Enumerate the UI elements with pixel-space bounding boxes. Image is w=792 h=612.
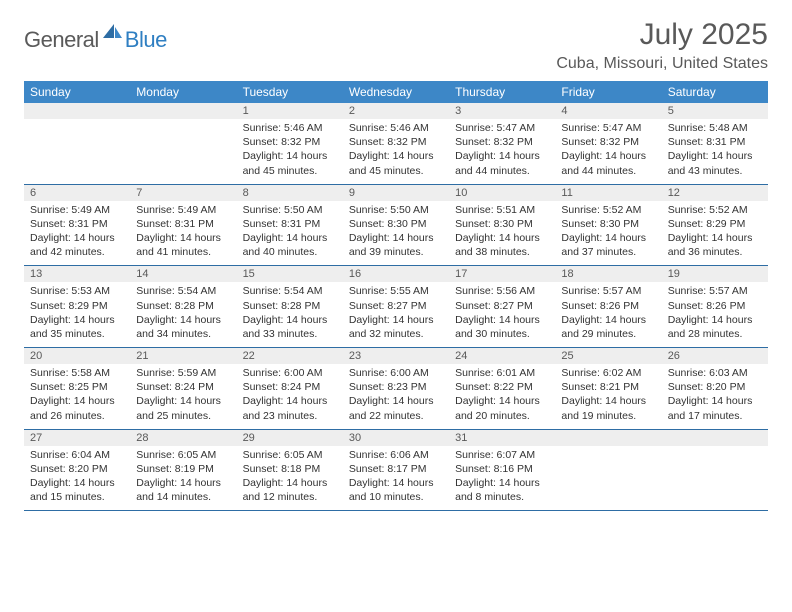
- title-block: July 2025 Cuba, Missouri, United States: [556, 18, 768, 73]
- dow-header: Monday: [130, 81, 236, 103]
- day-cell: Sunrise: 5:57 AMSunset: 8:26 PMDaylight:…: [662, 282, 768, 347]
- daynum-row: 6789101112: [24, 184, 768, 201]
- header: General Blue July 2025 Cuba, Missouri, U…: [24, 18, 768, 73]
- day-cell: Sunrise: 6:01 AMSunset: 8:22 PMDaylight:…: [449, 364, 555, 429]
- day-cell: Sunrise: 5:50 AMSunset: 8:31 PMDaylight:…: [237, 201, 343, 266]
- day-number: [662, 429, 768, 446]
- dow-header: Wednesday: [343, 81, 449, 103]
- day-number: [130, 103, 236, 119]
- logo: General Blue: [24, 24, 167, 55]
- day-number: 13: [24, 266, 130, 283]
- location-subtitle: Cuba, Missouri, United States: [556, 55, 768, 73]
- day-cell: [24, 119, 130, 184]
- day-number: 19: [662, 266, 768, 283]
- day-cell: Sunrise: 5:54 AMSunset: 8:28 PMDaylight:…: [130, 282, 236, 347]
- detail-row: Sunrise: 6:04 AMSunset: 8:20 PMDaylight:…: [24, 446, 768, 511]
- dow-header: Sunday: [24, 81, 130, 103]
- dow-header: Tuesday: [237, 81, 343, 103]
- day-cell: Sunrise: 5:52 AMSunset: 8:29 PMDaylight:…: [662, 201, 768, 266]
- day-cell: Sunrise: 6:06 AMSunset: 8:17 PMDaylight:…: [343, 446, 449, 511]
- day-number: 2: [343, 103, 449, 119]
- day-number: 9: [343, 184, 449, 201]
- day-cell: Sunrise: 5:53 AMSunset: 8:29 PMDaylight:…: [24, 282, 130, 347]
- day-cell: Sunrise: 5:48 AMSunset: 8:31 PMDaylight:…: [662, 119, 768, 184]
- dow-header: Friday: [555, 81, 661, 103]
- day-cell: Sunrise: 5:49 AMSunset: 8:31 PMDaylight:…: [130, 201, 236, 266]
- day-cell: Sunrise: 5:59 AMSunset: 8:24 PMDaylight:…: [130, 364, 236, 429]
- day-number: [24, 103, 130, 119]
- day-cell: Sunrise: 6:05 AMSunset: 8:18 PMDaylight:…: [237, 446, 343, 511]
- logo-text-1: General: [24, 27, 99, 53]
- day-cell: Sunrise: 6:05 AMSunset: 8:19 PMDaylight:…: [130, 446, 236, 511]
- day-number: 18: [555, 266, 661, 283]
- day-number: 28: [130, 429, 236, 446]
- day-number: 21: [130, 348, 236, 365]
- day-number: 25: [555, 348, 661, 365]
- day-number: 22: [237, 348, 343, 365]
- day-number: 14: [130, 266, 236, 283]
- day-number: 3: [449, 103, 555, 119]
- day-number: 23: [343, 348, 449, 365]
- daynum-row: 12345: [24, 103, 768, 119]
- day-cell: Sunrise: 5:47 AMSunset: 8:32 PMDaylight:…: [449, 119, 555, 184]
- day-cell: Sunrise: 6:00 AMSunset: 8:23 PMDaylight:…: [343, 364, 449, 429]
- dow-header: Saturday: [662, 81, 768, 103]
- day-cell: Sunrise: 6:00 AMSunset: 8:24 PMDaylight:…: [237, 364, 343, 429]
- day-cell: Sunrise: 6:04 AMSunset: 8:20 PMDaylight:…: [24, 446, 130, 511]
- logo-text-2: Blue: [125, 27, 167, 53]
- day-cell: Sunrise: 5:52 AMSunset: 8:30 PMDaylight:…: [555, 201, 661, 266]
- day-cell: Sunrise: 5:50 AMSunset: 8:30 PMDaylight:…: [343, 201, 449, 266]
- day-number: 6: [24, 184, 130, 201]
- day-cell: Sunrise: 5:46 AMSunset: 8:32 PMDaylight:…: [237, 119, 343, 184]
- day-cell: Sunrise: 6:07 AMSunset: 8:16 PMDaylight:…: [449, 446, 555, 511]
- day-number: 10: [449, 184, 555, 201]
- day-cell: Sunrise: 5:56 AMSunset: 8:27 PMDaylight:…: [449, 282, 555, 347]
- day-number: 29: [237, 429, 343, 446]
- day-number: 8: [237, 184, 343, 201]
- day-number: 27: [24, 429, 130, 446]
- day-number: 17: [449, 266, 555, 283]
- day-cell: Sunrise: 6:03 AMSunset: 8:20 PMDaylight:…: [662, 364, 768, 429]
- day-number: 24: [449, 348, 555, 365]
- calendar-table: SundayMondayTuesdayWednesdayThursdayFrid…: [24, 81, 768, 511]
- day-cell: Sunrise: 5:46 AMSunset: 8:32 PMDaylight:…: [343, 119, 449, 184]
- day-cell: [662, 446, 768, 511]
- day-number: [555, 429, 661, 446]
- day-number: 26: [662, 348, 768, 365]
- dow-header: Thursday: [449, 81, 555, 103]
- detail-row: Sunrise: 5:46 AMSunset: 8:32 PMDaylight:…: [24, 119, 768, 184]
- day-number: 4: [555, 103, 661, 119]
- day-cell: Sunrise: 5:58 AMSunset: 8:25 PMDaylight:…: [24, 364, 130, 429]
- daynum-row: 13141516171819: [24, 266, 768, 283]
- daynum-row: 2728293031: [24, 429, 768, 446]
- day-number: 11: [555, 184, 661, 201]
- detail-row: Sunrise: 5:58 AMSunset: 8:25 PMDaylight:…: [24, 364, 768, 429]
- day-cell: Sunrise: 5:51 AMSunset: 8:30 PMDaylight:…: [449, 201, 555, 266]
- day-cell: Sunrise: 5:54 AMSunset: 8:28 PMDaylight:…: [237, 282, 343, 347]
- day-number: 15: [237, 266, 343, 283]
- day-number: 31: [449, 429, 555, 446]
- day-number: 30: [343, 429, 449, 446]
- page-title: July 2025: [556, 18, 768, 51]
- day-number: 7: [130, 184, 236, 201]
- day-number: 5: [662, 103, 768, 119]
- dow-row: SundayMondayTuesdayWednesdayThursdayFrid…: [24, 81, 768, 103]
- day-cell: Sunrise: 5:57 AMSunset: 8:26 PMDaylight:…: [555, 282, 661, 347]
- day-number: 20: [24, 348, 130, 365]
- sail-icon: [103, 24, 123, 45]
- day-cell: Sunrise: 6:02 AMSunset: 8:21 PMDaylight:…: [555, 364, 661, 429]
- day-number: 12: [662, 184, 768, 201]
- page: General Blue July 2025 Cuba, Missouri, U…: [0, 0, 792, 511]
- day-number: 16: [343, 266, 449, 283]
- day-cell: [130, 119, 236, 184]
- day-cell: [555, 446, 661, 511]
- detail-row: Sunrise: 5:49 AMSunset: 8:31 PMDaylight:…: [24, 201, 768, 266]
- day-cell: Sunrise: 5:55 AMSunset: 8:27 PMDaylight:…: [343, 282, 449, 347]
- detail-row: Sunrise: 5:53 AMSunset: 8:29 PMDaylight:…: [24, 282, 768, 347]
- day-cell: Sunrise: 5:49 AMSunset: 8:31 PMDaylight:…: [24, 201, 130, 266]
- day-number: 1: [237, 103, 343, 119]
- daynum-row: 20212223242526: [24, 348, 768, 365]
- day-cell: Sunrise: 5:47 AMSunset: 8:32 PMDaylight:…: [555, 119, 661, 184]
